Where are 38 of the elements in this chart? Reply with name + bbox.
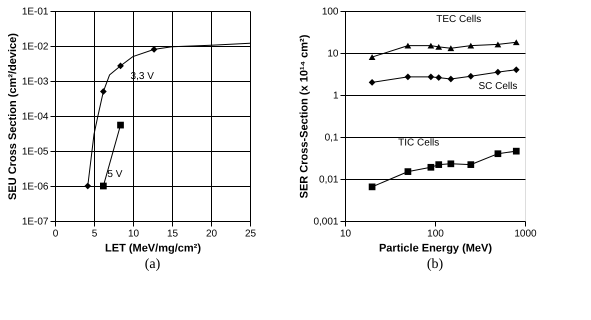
point [117, 62, 124, 70]
series-label: 5 V [107, 169, 123, 180]
y-tick-label: 1 [332, 90, 339, 102]
point [84, 182, 92, 190]
point [100, 88, 107, 95]
x-tick-label: 1000 [514, 228, 538, 240]
x-axis-title: Particle Energy (MeV) [378, 242, 492, 254]
y-tick-label: 1E-02 [22, 42, 49, 52]
y-tick-label: 1E-05 [22, 146, 49, 158]
y-tick-label: 1E-06 [22, 182, 49, 192]
y-axis-title: SEU Cross Section (cm²/device) [6, 32, 19, 200]
text: (a) [144, 257, 161, 272]
x-tick-label: 0 [52, 228, 59, 240]
text: (b) [426, 257, 444, 272]
x-tick-label: 15 [166, 228, 178, 240]
y-tick-label: 1E-01 [22, 6, 49, 18]
y-tick-label: 10 [327, 48, 339, 60]
x-tick-label: 25 [244, 228, 256, 240]
y-tick-label: 0,01 [319, 174, 339, 186]
y-tick-label: 1E-03 [22, 76, 49, 88]
x-axis-title: LET (MeV/mg/cm²) [105, 242, 202, 254]
y-tick-label: 1E-04 [22, 112, 49, 122]
x-tick-label: 5 [92, 228, 98, 240]
point [100, 182, 107, 190]
series-label: TEC Cells [436, 14, 482, 25]
y-axis-title: SER Cross-Section (x 10¹⁴ cm²) [298, 34, 310, 198]
x-tick-label: 20 [206, 228, 218, 240]
y-tick-label: 1E-07 [22, 216, 49, 228]
y-tick-label: 0,1 [324, 132, 339, 144]
x-tick-label: 10 [128, 228, 140, 240]
x-tick-label: 10 [340, 228, 352, 240]
series-label: TIC Cells [398, 138, 440, 149]
y-tick-label: 0,001 [313, 216, 339, 228]
y-tick-label: 100 [322, 6, 339, 18]
series-label: SC Cells [478, 81, 518, 92]
x-tick-label: 100 [427, 228, 444, 240]
point [150, 46, 158, 53]
point [117, 122, 124, 128]
